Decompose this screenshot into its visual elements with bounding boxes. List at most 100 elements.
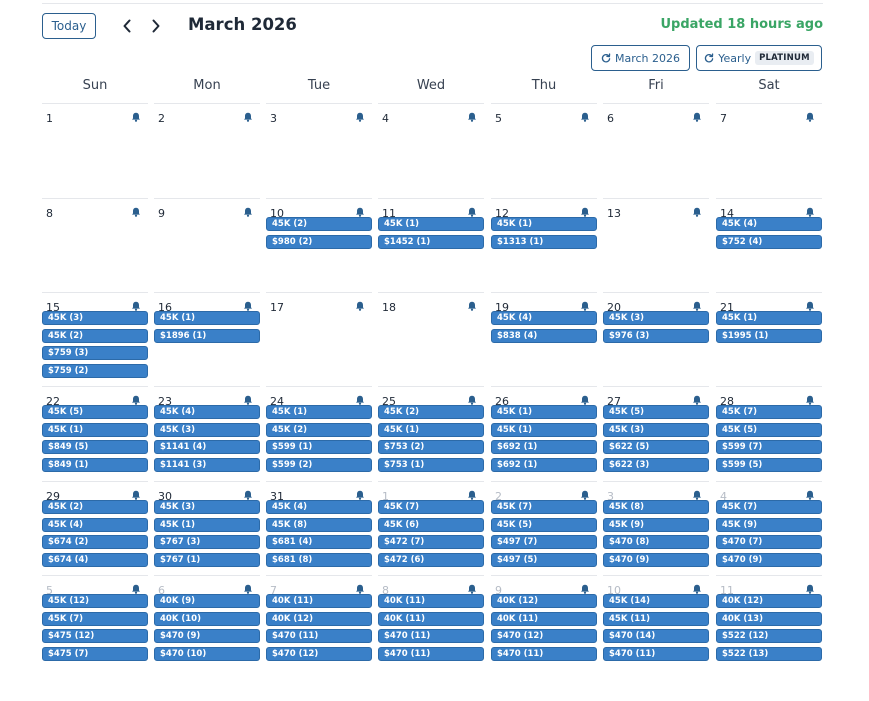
bell-icon[interactable] [467, 301, 477, 311]
event-pill[interactable]: 45K (1) [154, 311, 260, 325]
event-pill[interactable]: $599 (7) [716, 440, 822, 455]
bell-icon[interactable] [692, 112, 702, 122]
bell-icon[interactable] [692, 395, 702, 405]
event-pill[interactable]: 45K (8) [603, 500, 709, 514]
next-month-button[interactable] [146, 14, 166, 38]
day-cell[interactable]: 27 45K (5) 45K (3) $622 (5) $622 (3) [603, 386, 709, 480]
bell-icon[interactable] [580, 584, 590, 594]
bell-icon[interactable] [131, 301, 141, 311]
event-pill[interactable]: $1452 (1) [378, 234, 484, 249]
bell-icon[interactable] [805, 207, 815, 217]
event-pill[interactable]: 45K (3) [42, 311, 148, 325]
event-pill[interactable]: $470 (11) [603, 647, 709, 662]
refresh-yearly-button[interactable]: Yearly PLATINUM [696, 45, 822, 71]
event-pill[interactable]: $470 (9) [716, 553, 822, 568]
event-pill[interactable]: $470 (14) [603, 629, 709, 644]
bell-icon[interactable] [805, 490, 815, 500]
event-pill[interactable]: $470 (11) [378, 629, 484, 644]
event-pill[interactable]: 40K (11) [266, 594, 372, 608]
day-cell[interactable]: 22 45K (5) 45K (1) $849 (5) $849 (1) [42, 386, 148, 480]
event-pill[interactable]: 45K (1) [378, 422, 484, 437]
event-pill[interactable]: 45K (7) [716, 405, 822, 419]
bell-icon[interactable] [243, 112, 253, 122]
event-pill[interactable]: $767 (1) [154, 553, 260, 568]
event-pill[interactable]: 45K (1) [266, 405, 372, 419]
event-pill[interactable]: $470 (11) [266, 629, 372, 644]
bell-icon[interactable] [243, 490, 253, 500]
day-cell[interactable]: 2 [154, 103, 260, 197]
event-pill[interactable]: 45K (1) [42, 422, 148, 437]
bell-icon[interactable] [805, 112, 815, 122]
event-pill[interactable]: $599 (5) [716, 458, 822, 473]
day-cell[interactable]: 9 [154, 198, 260, 292]
day-cell[interactable]: 6 40K (9) 40K (10) $470 (9) $470 (10) [154, 575, 260, 669]
bell-icon[interactable] [467, 584, 477, 594]
day-cell[interactable]: 23 45K (4) 45K (3) $1141 (4) $1141 (3) [154, 386, 260, 480]
event-pill[interactable]: 45K (4) [491, 311, 597, 325]
event-pill[interactable]: 45K (2) [42, 500, 148, 514]
day-cell[interactable]: 3 45K (8) 45K (9) $470 (8) $470 (9) [603, 481, 709, 575]
event-pill[interactable]: 45K (9) [603, 517, 709, 532]
refresh-month-button[interactable]: March 2026 [591, 45, 690, 71]
event-pill[interactable]: 45K (5) [42, 405, 148, 419]
event-pill[interactable]: $622 (3) [603, 458, 709, 473]
bell-icon[interactable] [805, 301, 815, 311]
event-pill[interactable]: 45K (2) [266, 217, 372, 231]
day-cell[interactable]: 29 45K (2) 45K (4) $674 (2) $674 (4) [42, 481, 148, 575]
day-cell[interactable]: 5 45K (12) 45K (7) $475 (12) $475 (7) [42, 575, 148, 669]
event-pill[interactable]: 45K (12) [42, 594, 148, 608]
day-cell[interactable]: 1 [42, 103, 148, 197]
day-cell[interactable]: 18 [378, 292, 484, 386]
event-pill[interactable]: $753 (2) [378, 440, 484, 455]
event-pill[interactable]: 45K (1) [378, 217, 484, 231]
event-pill[interactable]: 45K (5) [491, 517, 597, 532]
day-cell[interactable]: 13 [603, 198, 709, 292]
day-cell[interactable]: 4 [378, 103, 484, 197]
event-pill[interactable]: 45K (8) [266, 517, 372, 532]
bell-icon[interactable] [580, 112, 590, 122]
day-cell[interactable]: 25 45K (2) 45K (1) $753 (2) $753 (1) [378, 386, 484, 480]
bell-icon[interactable] [131, 207, 141, 217]
event-pill[interactable]: $674 (2) [42, 535, 148, 550]
bell-icon[interactable] [355, 301, 365, 311]
day-cell[interactable]: 17 [266, 292, 372, 386]
day-cell[interactable]: 10 45K (14) 45K (11) $470 (14) $470 (11) [603, 575, 709, 669]
day-cell[interactable]: 1 45K (7) 45K (6) $472 (7) $472 (6) [378, 481, 484, 575]
event-pill[interactable]: $497 (7) [491, 535, 597, 550]
day-cell[interactable]: 21 45K (1) $1995 (1) [716, 292, 822, 386]
event-pill[interactable]: 45K (3) [154, 422, 260, 437]
event-pill[interactable]: 45K (4) [266, 500, 372, 514]
bell-icon[interactable] [355, 207, 365, 217]
event-pill[interactable]: $497 (5) [491, 553, 597, 568]
day-cell[interactable]: 14 45K (4) $752 (4) [716, 198, 822, 292]
event-pill[interactable]: 45K (5) [603, 405, 709, 419]
event-pill[interactable]: 45K (7) [42, 611, 148, 626]
bell-icon[interactable] [805, 395, 815, 405]
event-pill[interactable]: $599 (2) [266, 458, 372, 473]
today-button[interactable]: Today [42, 13, 96, 39]
event-pill[interactable]: $475 (12) [42, 629, 148, 644]
bell-icon[interactable] [243, 301, 253, 311]
event-pill[interactable]: $681 (8) [266, 553, 372, 568]
day-cell[interactable]: 7 [716, 103, 822, 197]
event-pill[interactable]: $849 (5) [42, 440, 148, 455]
bell-icon[interactable] [355, 584, 365, 594]
day-cell[interactable]: 19 45K (4) $838 (4) [491, 292, 597, 386]
event-pill[interactable]: 45K (7) [491, 500, 597, 514]
day-cell[interactable]: 24 45K (1) 45K (2) $599 (1) $599 (2) [266, 386, 372, 480]
event-pill[interactable]: $692 (1) [491, 458, 597, 473]
bell-icon[interactable] [580, 301, 590, 311]
event-pill[interactable]: 45K (7) [716, 500, 822, 514]
event-pill[interactable]: $838 (4) [491, 328, 597, 343]
event-pill[interactable]: $622 (5) [603, 440, 709, 455]
event-pill[interactable]: 40K (12) [491, 594, 597, 608]
event-pill[interactable]: 45K (1) [154, 517, 260, 532]
bell-icon[interactable] [131, 490, 141, 500]
bell-icon[interactable] [580, 490, 590, 500]
bell-icon[interactable] [355, 112, 365, 122]
day-cell[interactable]: 8 [42, 198, 148, 292]
event-pill[interactable]: $1995 (1) [716, 328, 822, 343]
event-pill[interactable]: $759 (3) [42, 346, 148, 361]
day-cell[interactable]: 26 45K (1) 45K (1) $692 (1) $692 (1) [491, 386, 597, 480]
event-pill[interactable]: 45K (6) [378, 517, 484, 532]
